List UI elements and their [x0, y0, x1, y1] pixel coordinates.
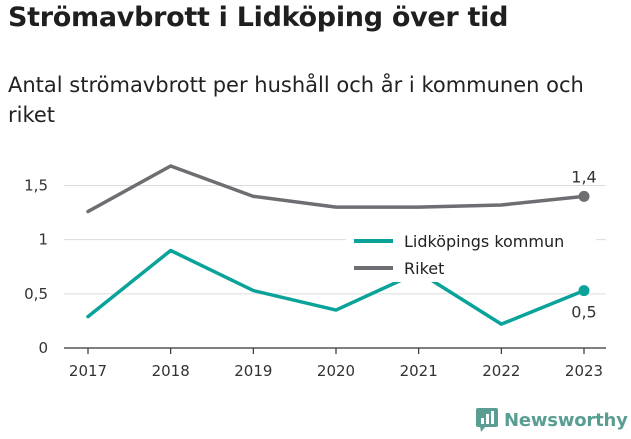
- y-tick-label: 0: [38, 339, 48, 357]
- line-chart: 0 0,5 1 1,5 2017 2018 2019 2020 2021 2022 2023 1,…: [24, 164, 606, 380]
- brand-name: Newsworthy: [504, 409, 628, 431]
- y-axis-ticks: 0 0,5 1 1,5: [24, 177, 48, 358]
- series-group: 1,4 0,5: [86, 164, 597, 326]
- series-line-riket: [86, 164, 586, 214]
- y-tick-label: 1: [38, 231, 48, 249]
- x-tick-label: 2017: [69, 362, 107, 380]
- series-line-lidkoping: [86, 248, 586, 326]
- chart-subtitle: Antal strömavbrott per hushåll och år i …: [8, 73, 584, 127]
- y-tick-label: 0,5: [24, 285, 48, 303]
- end-point-lidkoping: [578, 285, 590, 297]
- x-axis: 2017 2018 2019 2020 2021 2022 2023: [64, 347, 606, 380]
- newsworthy-logo: Newsworthy: [476, 408, 628, 432]
- x-tick-label: 2023: [565, 362, 603, 380]
- end-value-label-lidkoping: 0,5: [571, 303, 596, 322]
- x-tick-label: 2022: [482, 362, 520, 380]
- end-value-label-riket: 1,4: [571, 167, 596, 186]
- x-tick-label: 2019: [234, 362, 272, 380]
- end-point-riket: [578, 190, 590, 202]
- x-tick-label: 2020: [317, 362, 355, 380]
- legend-label-riket: Riket: [404, 259, 444, 278]
- legend-label-lidkoping: Lidköpings kommun: [404, 232, 564, 251]
- legend: Lidköpings kommun Riket: [346, 224, 596, 282]
- y-tick-label: 1,5: [24, 177, 48, 195]
- x-tick-label: 2021: [400, 362, 438, 380]
- legend-background: [346, 224, 596, 282]
- bar-chart-logo-icon: [476, 408, 498, 432]
- chart-title: Strömavbrott i Lidköping över tid: [8, 2, 509, 33]
- x-tick-label: 2018: [152, 362, 190, 380]
